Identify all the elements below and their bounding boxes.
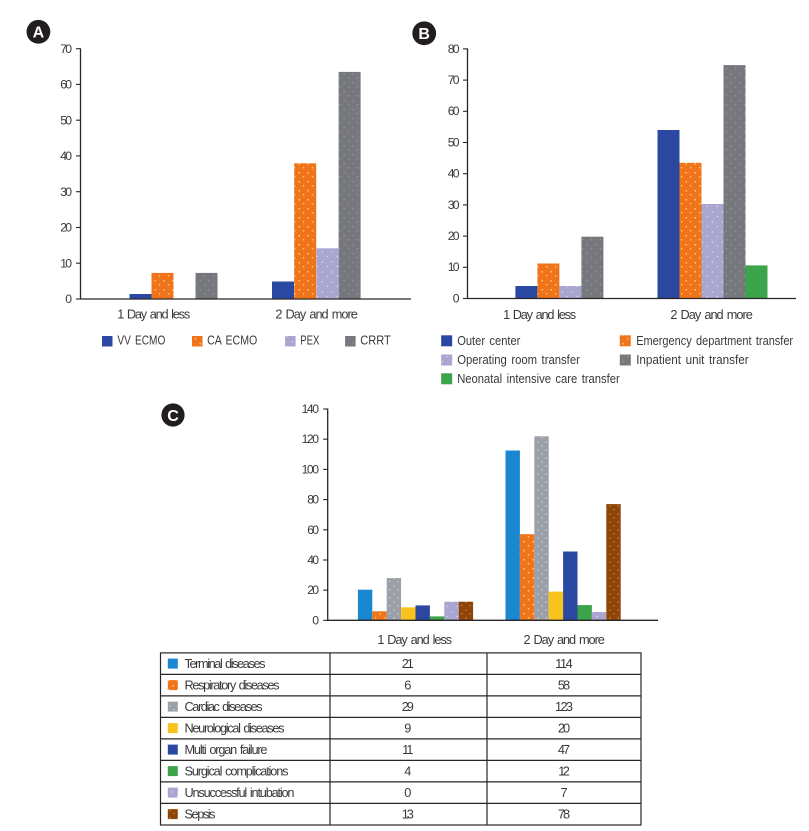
svg-text:58: 58 xyxy=(558,678,570,693)
svg-text:Sepsis: Sepsis xyxy=(185,807,216,822)
svg-text:A: A xyxy=(33,25,45,42)
svg-text:120: 120 xyxy=(302,432,320,446)
svg-text:10: 10 xyxy=(60,256,72,270)
svg-text:60: 60 xyxy=(448,104,460,118)
svg-text:C: C xyxy=(167,408,179,425)
svg-text:4: 4 xyxy=(404,764,411,779)
svg-text:114: 114 xyxy=(555,656,573,671)
svg-text:1 Day and less: 1 Day and less xyxy=(377,632,452,647)
svg-text:70: 70 xyxy=(60,42,72,56)
svg-text:Respiratory diseases: Respiratory diseases xyxy=(185,678,280,693)
svg-text:80: 80 xyxy=(448,42,460,56)
svg-text:2 Day and more: 2 Day and more xyxy=(670,307,753,322)
svg-text:50: 50 xyxy=(60,113,72,127)
svg-text:13: 13 xyxy=(402,807,414,822)
svg-text:2 Day and more: 2 Day and more xyxy=(275,307,358,322)
svg-text:Cardiac diseases: Cardiac diseases xyxy=(185,699,263,714)
svg-text:0: 0 xyxy=(312,613,319,627)
svg-text:47: 47 xyxy=(558,742,570,757)
svg-text:12: 12 xyxy=(558,764,570,779)
svg-text:Operating room transfer: Operating room transfer xyxy=(457,352,580,367)
svg-text:50: 50 xyxy=(448,135,460,149)
svg-text:Outer center: Outer center xyxy=(457,333,521,348)
svg-text:7: 7 xyxy=(560,785,567,800)
svg-text:29: 29 xyxy=(402,699,414,714)
svg-text:Multi organ failure: Multi organ failure xyxy=(185,742,268,757)
svg-text:30: 30 xyxy=(60,185,72,199)
svg-text:6: 6 xyxy=(404,678,411,693)
svg-text:70: 70 xyxy=(448,73,460,87)
svg-text:Neurological diseases: Neurological diseases xyxy=(185,721,285,736)
svg-text:Surgical complications: Surgical complications xyxy=(185,764,289,779)
svg-text:9: 9 xyxy=(404,721,411,736)
svg-text:40: 40 xyxy=(448,167,460,181)
svg-text:CRRT: CRRT xyxy=(360,332,391,347)
svg-text:20: 20 xyxy=(558,721,570,736)
svg-text:140: 140 xyxy=(302,402,320,416)
svg-text:0: 0 xyxy=(453,291,460,305)
svg-text:0: 0 xyxy=(65,292,72,306)
svg-text:Inpatient unit transfer: Inpatient unit transfer xyxy=(636,352,749,367)
svg-text:40: 40 xyxy=(307,553,319,567)
svg-text:10: 10 xyxy=(448,260,460,274)
svg-text:0: 0 xyxy=(404,785,411,800)
svg-text:2 Day and more: 2 Day and more xyxy=(524,632,605,647)
svg-text:30: 30 xyxy=(448,198,460,212)
svg-text:B: B xyxy=(418,26,430,43)
svg-text:VV ECMO: VV ECMO xyxy=(117,332,165,347)
svg-text:Neonatal intensive care transf: Neonatal intensive care transfer xyxy=(457,371,620,386)
svg-text:100: 100 xyxy=(302,462,320,476)
svg-text:20: 20 xyxy=(448,229,460,243)
svg-text:60: 60 xyxy=(60,78,72,92)
svg-text:Terminal diseases: Terminal diseases xyxy=(185,656,266,671)
svg-text:40: 40 xyxy=(60,149,72,163)
svg-text:20: 20 xyxy=(307,583,319,597)
svg-text:78: 78 xyxy=(558,807,570,822)
svg-text:1 Day and less: 1 Day and less xyxy=(503,307,576,322)
svg-text:11: 11 xyxy=(402,742,413,757)
svg-text:80: 80 xyxy=(307,493,319,507)
svg-text:Emergency department transfer: Emergency department transfer xyxy=(636,333,794,348)
svg-text:21: 21 xyxy=(402,656,414,671)
svg-text:Unsuccessful intubation: Unsuccessful intubation xyxy=(185,785,295,800)
svg-text:20: 20 xyxy=(60,221,72,235)
svg-text:60: 60 xyxy=(307,523,319,537)
svg-text:CA ECMO: CA ECMO xyxy=(207,332,257,347)
svg-text:1 Day and less: 1 Day and less xyxy=(117,307,190,322)
svg-text:123: 123 xyxy=(555,699,573,714)
svg-text:PEX: PEX xyxy=(300,332,320,347)
